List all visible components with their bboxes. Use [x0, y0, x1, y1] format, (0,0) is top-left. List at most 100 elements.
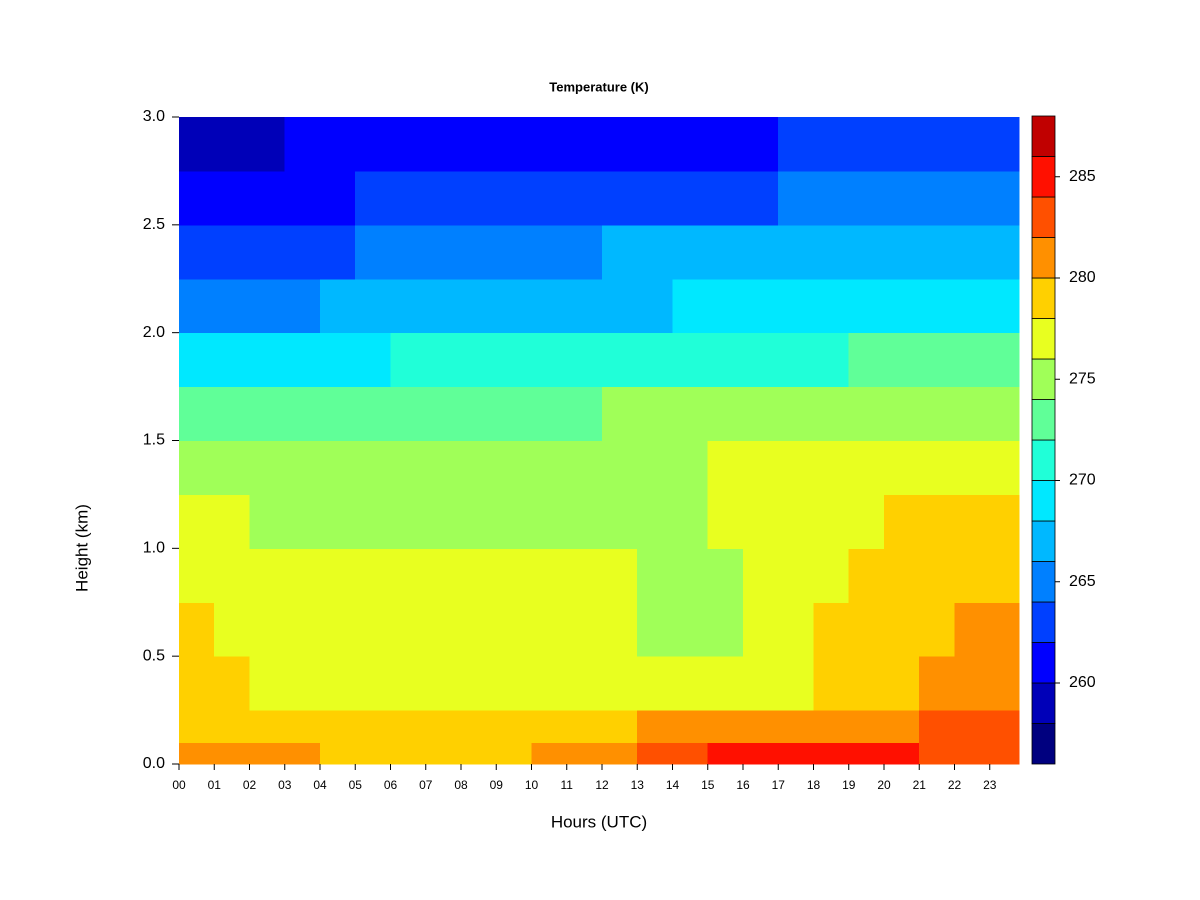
heatmap-cell	[390, 440, 427, 495]
heatmap-cell	[601, 117, 638, 172]
heatmap-cell	[883, 117, 920, 172]
heatmap-cell	[989, 548, 1020, 603]
heatmap-cell	[214, 440, 250, 495]
x-tick-label: 20	[877, 778, 891, 792]
heatmap-cell	[390, 656, 427, 711]
heatmap-cell	[672, 710, 709, 743]
heatmap-cell	[390, 332, 427, 388]
colorbar-band	[1031, 439, 1056, 481]
y-tick-label: 0.0	[143, 755, 165, 772]
heatmap-cell	[848, 548, 885, 603]
heatmap-cell	[919, 710, 955, 743]
x-tick-label: 12	[595, 778, 609, 792]
heatmap-cell	[707, 602, 744, 657]
heatmap-cell	[707, 117, 744, 172]
x-tick-label: 23	[983, 778, 997, 792]
x-tick-label: 01	[208, 778, 222, 792]
heatmap-cell	[496, 332, 532, 388]
heatmap-cell	[601, 386, 638, 441]
heatmap-cell	[848, 386, 885, 441]
heatmap-cell	[813, 117, 850, 172]
heatmap-cell	[989, 710, 1020, 743]
heatmap-cell	[813, 710, 850, 743]
heatmap-cell	[989, 742, 1020, 765]
heatmap-cell	[425, 224, 462, 280]
x-tick-label: 16	[736, 778, 750, 792]
x-tick-label: 00	[172, 778, 186, 792]
heatmap-cell	[778, 602, 814, 657]
heatmap-cell	[848, 710, 885, 743]
heatmap-cell	[249, 386, 286, 441]
y-axis-label: Height (km)	[72, 504, 91, 592]
heatmap-cell	[390, 386, 427, 441]
heatmap-cell	[566, 494, 603, 549]
heatmap-cell	[355, 170, 391, 226]
heatmap-cell	[707, 440, 744, 495]
heatmap-cell	[742, 656, 779, 711]
heatmap-cell	[460, 602, 497, 657]
heatmap-cell	[319, 117, 356, 172]
heatmap-cell	[989, 224, 1020, 280]
heatmap-cell	[601, 710, 638, 743]
heatmap-cell	[249, 170, 286, 226]
heatmap-cell	[707, 494, 744, 549]
heatmap-cell	[637, 710, 673, 743]
heatmap-cell	[425, 710, 462, 743]
heatmap-cell	[742, 494, 779, 549]
heatmap-cell	[566, 170, 603, 226]
heatmap-cell	[883, 278, 920, 334]
heatmap-cell	[672, 332, 709, 388]
y-tick-label: 2.5	[143, 216, 165, 233]
heatmap-cell	[742, 117, 779, 172]
heatmap-cell	[813, 602, 850, 657]
x-tick-label: 07	[419, 778, 433, 792]
heatmap-cell	[179, 332, 215, 388]
heatmap-cell	[179, 386, 215, 441]
colorbar-tick-label: 260	[1069, 674, 1096, 691]
heatmap-cell	[989, 278, 1020, 334]
heatmap-cell	[355, 440, 391, 495]
heatmap-cell	[778, 224, 814, 280]
heatmap-cell	[672, 386, 709, 441]
heatmap-cell	[319, 494, 356, 549]
heatmap-cell	[179, 170, 215, 226]
heatmap-cell	[848, 117, 885, 172]
heatmap-cell	[883, 224, 920, 280]
heatmap-cell	[249, 742, 286, 765]
chart-title: Temperature (K)	[549, 79, 648, 94]
heatmap-cell	[214, 386, 250, 441]
heatmap-cell	[566, 602, 603, 657]
heatmap-cell	[425, 602, 462, 657]
heatmap-cell	[531, 440, 568, 495]
heatmap-cell	[319, 742, 356, 765]
heatmap-cell	[284, 332, 321, 388]
heatmap-cell	[778, 170, 814, 226]
heatmap-cell	[249, 548, 286, 603]
heatmap-cell	[813, 440, 850, 495]
heatmap-cell	[355, 494, 391, 549]
heatmap-cell	[778, 278, 814, 334]
heatmap-cell	[425, 548, 462, 603]
heatmap-cell	[989, 332, 1020, 388]
colorbar-tick-label: 285	[1069, 168, 1096, 185]
heatmap-cell	[989, 117, 1020, 172]
heatmap-cell	[460, 742, 497, 765]
heatmap-cell	[883, 656, 920, 711]
heatmap-cell	[637, 742, 673, 765]
heatmap-cell	[179, 278, 215, 334]
heatmap-cell	[707, 386, 744, 441]
colorbar-tick-label: 265	[1069, 573, 1096, 590]
heatmap-cell	[672, 117, 709, 172]
heatmap-cell	[284, 602, 321, 657]
heatmap-cell	[848, 278, 885, 334]
heatmap-cell	[390, 278, 427, 334]
x-tick-label: 06	[384, 778, 398, 792]
heatmap-cell	[566, 656, 603, 711]
heatmap-cell	[249, 494, 286, 549]
heatmap-cell	[284, 117, 321, 172]
heatmap-cell	[179, 656, 215, 711]
heatmap-cell	[179, 224, 215, 280]
heatmap-cell	[742, 548, 779, 603]
heatmap-cell	[214, 494, 250, 549]
